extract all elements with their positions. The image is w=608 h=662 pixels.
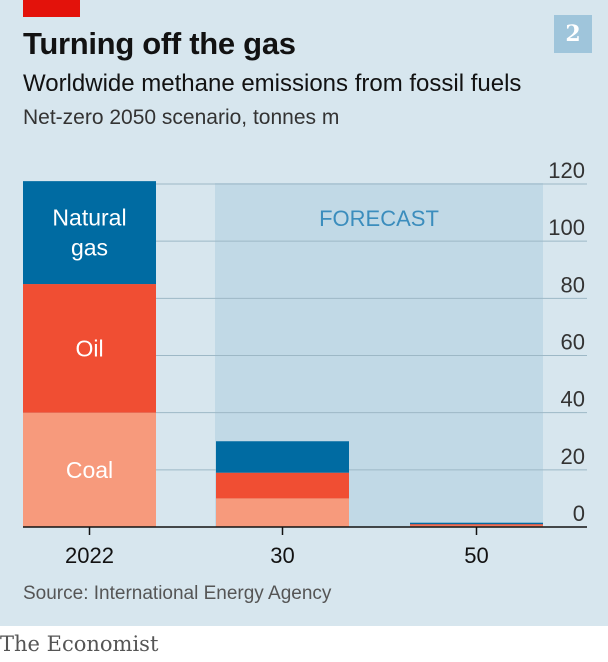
- source-note: Source: International Energy Agency: [23, 583, 332, 604]
- series-label: Natural: [52, 205, 126, 231]
- series-label: gas: [71, 235, 108, 261]
- bar-segment: [216, 498, 349, 527]
- bar-segment: [23, 284, 156, 413]
- y-tick-label: 100: [548, 215, 585, 240]
- bar-segment: [216, 441, 349, 473]
- forecast-label: FORECAST: [319, 206, 439, 231]
- chart-number-badge: 2: [554, 15, 592, 53]
- bar-segment: [23, 181, 156, 285]
- y-tick-label: 20: [561, 444, 585, 469]
- chart-unit-label: Net-zero 2050 scenario, tonnes m: [23, 106, 340, 129]
- series-label: Coal: [66, 457, 113, 483]
- bar-segment: [23, 412, 156, 527]
- y-tick-label: 80: [561, 272, 585, 297]
- stacked-bar-chart: FORECAST 0 20 40 60 80 100 120 Coal Oil Natural gas…: [23, 158, 587, 568]
- brand-red-tab: [23, 0, 80, 17]
- x-tick-label: 2022: [65, 543, 114, 568]
- x-tick-label: 30: [270, 543, 294, 568]
- y-tick-label: 0: [573, 501, 585, 526]
- y-tick-label: 120: [548, 158, 585, 183]
- economist-logo: The Economist: [0, 632, 159, 656]
- chart-subtitle: Worldwide methane emissions from fossil …: [23, 70, 522, 97]
- series-label: Oil: [75, 335, 103, 361]
- bar-segment: [410, 524, 543, 526]
- chart-title: Turning off the gas: [23, 26, 296, 61]
- y-tick-label: 40: [561, 387, 585, 412]
- y-tick-label: 60: [561, 330, 585, 355]
- bar-segment: [410, 522, 543, 525]
- bar-segment: [216, 472, 349, 499]
- x-tick-label: 50: [464, 543, 488, 568]
